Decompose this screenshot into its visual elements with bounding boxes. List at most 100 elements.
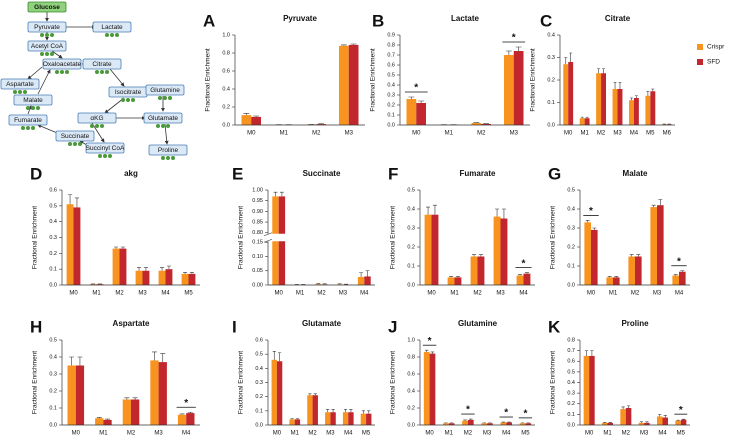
node-label: Pyruvate — [34, 24, 60, 31]
y-tick-label: 0.2 — [567, 401, 575, 407]
label-dot — [45, 33, 49, 37]
x-tick-label: M4 — [344, 431, 353, 437]
error-bar — [626, 405, 631, 408]
error-bar — [455, 276, 461, 278]
bar — [679, 271, 686, 285]
y-tick-label: 0.5 — [49, 337, 57, 343]
label-dot — [171, 156, 175, 160]
y-tick-label: 0.3 — [387, 92, 395, 98]
error-bar — [614, 276, 619, 278]
label-dot — [126, 98, 130, 102]
bar — [628, 256, 635, 285]
y-tick-label: 0.1 — [255, 408, 263, 414]
label-dot — [78, 142, 82, 146]
bar — [633, 98, 639, 125]
pathway-node: Pyruvate — [27, 21, 67, 37]
error-bar — [349, 409, 353, 413]
y-tick-label: 0.6 — [49, 187, 57, 193]
significance-star: * — [589, 206, 593, 217]
pathway-node: Malate — [13, 94, 53, 110]
error-bar — [67, 194, 73, 205]
node-box — [82, 58, 122, 70]
error-bar — [277, 352, 282, 362]
x-tick-label: M2 — [115, 291, 124, 297]
y-tick-label: 1.0 — [407, 337, 415, 343]
significance-star: * — [522, 258, 526, 269]
significance-star: * — [466, 405, 470, 416]
pathway-node: Proline — [148, 144, 188, 160]
bar — [251, 116, 261, 125]
y-tick-label: 0.3 — [567, 391, 575, 397]
error-bar — [613, 81, 617, 89]
y-tick-label: 0.4 — [255, 366, 263, 372]
y-tick-label: 0.2 — [567, 244, 575, 250]
chart-title: Lactate — [451, 14, 480, 23]
error-bar — [132, 397, 138, 400]
panel-letter: J — [388, 317, 397, 336]
bar — [73, 207, 81, 285]
x-tick-label: M4 — [502, 431, 511, 437]
y-tick-label: 0.2 — [387, 102, 395, 108]
label-dot — [50, 33, 54, 37]
x-tick-label: M3 — [653, 291, 662, 297]
x-tick-label: M3 — [339, 291, 348, 297]
bar — [596, 73, 602, 125]
label-dot — [26, 126, 30, 130]
bar — [406, 99, 417, 125]
y-tick-label: 0.8 — [407, 354, 415, 360]
bar — [348, 412, 354, 425]
arrow — [51, 50, 63, 59]
y-tick-label: 0.6 — [255, 337, 263, 343]
error-bar — [580, 116, 584, 119]
x-tick-label: M1 — [291, 431, 300, 437]
y-tick-label: 0.0 — [49, 282, 57, 288]
y-tick-label: 0.2 — [547, 77, 555, 83]
label-dot — [55, 70, 59, 74]
y-axis-label: Fractional Enrichment — [370, 48, 377, 111]
y-tick-label: 0.1 — [567, 412, 575, 418]
bar — [312, 395, 318, 425]
node-box — [55, 130, 95, 142]
legend-label: SFD — [707, 59, 720, 66]
bar — [487, 423, 493, 425]
bar — [519, 423, 526, 425]
chart-panel: I Glutamate Fractional Enrichment 0.0 0.1 0.2… — [232, 317, 375, 437]
node-label: Succinate — [61, 133, 90, 140]
bar — [424, 214, 432, 285]
node-box — [143, 112, 183, 124]
chart-title: akg — [124, 169, 138, 178]
x-tick-label: M4 — [519, 291, 528, 297]
bar — [67, 365, 76, 425]
chart-panel: E Succinate Fractional Enrichment 0.00 0.05 0… — [232, 164, 377, 297]
panel-letter: I — [232, 317, 237, 336]
x-tick-label: M4 — [360, 291, 369, 297]
error-bar — [658, 414, 662, 417]
bar — [650, 91, 656, 125]
panel-letter: K — [548, 317, 561, 336]
error-bar — [592, 227, 597, 230]
significance-star: * — [184, 398, 188, 409]
x-tick-label: M2 — [477, 131, 486, 137]
label-dot — [21, 126, 25, 130]
x-tick-label: M4 — [630, 131, 639, 137]
bar — [307, 395, 313, 425]
bar — [330, 412, 336, 425]
x-tick-label: M2 — [631, 291, 640, 297]
bar — [122, 399, 131, 425]
y-tick-label: 0.5 — [387, 72, 395, 78]
label-dot — [110, 33, 114, 37]
bar — [591, 229, 598, 285]
error-bar — [564, 57, 568, 65]
x-tick-label: M3 — [640, 431, 649, 437]
node-box — [27, 40, 67, 52]
bar — [360, 413, 367, 425]
pathway-node: Acetyl CoA — [27, 40, 67, 56]
error-bar — [77, 356, 83, 366]
bar — [448, 423, 455, 425]
error-bar — [331, 409, 335, 413]
error-bar — [151, 351, 157, 361]
label-dot — [18, 90, 22, 94]
pathway-node: Oxaloacetate — [42, 58, 82, 74]
bar — [563, 64, 569, 125]
error-bar — [584, 350, 589, 356]
